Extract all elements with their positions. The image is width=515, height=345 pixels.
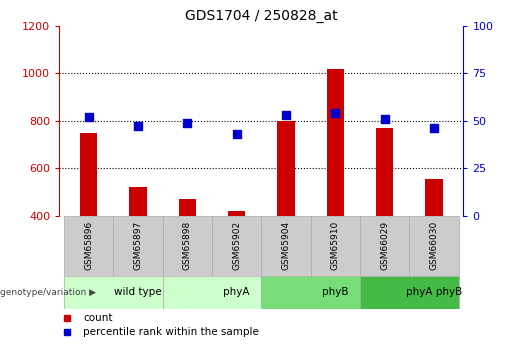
Point [134,124,142,129]
Text: GSM65904: GSM65904 [282,220,290,269]
Text: GSM66030: GSM66030 [430,220,438,270]
Bar [80,132,97,216]
Text: count: count [83,313,113,323]
Bar [64,276,163,309]
Text: GSM66029: GSM66029 [380,220,389,269]
Bar [163,276,261,309]
Bar [327,69,344,216]
Point [430,126,438,131]
Text: GSM65910: GSM65910 [331,220,340,270]
Text: phyB: phyB [322,287,349,297]
Bar [129,187,147,216]
Point [331,110,339,116]
Text: GSM65902: GSM65902 [232,220,241,269]
Bar [376,128,393,216]
Bar [113,216,163,276]
Point [233,131,241,137]
Text: wild type: wild type [114,287,162,297]
Text: GSM65897: GSM65897 [133,220,143,270]
Text: GSM65896: GSM65896 [84,220,93,270]
Point [84,114,93,120]
Text: phyA: phyA [224,287,250,297]
Bar [425,179,442,216]
Bar [163,216,212,276]
Point [381,116,389,121]
Bar [360,276,458,309]
Bar [278,121,295,216]
Text: genotype/variation ▶: genotype/variation ▶ [0,288,96,297]
Bar [228,211,245,216]
Text: percentile rank within the sample: percentile rank within the sample [83,327,260,337]
Bar [64,216,113,276]
Point [282,112,290,118]
Title: GDS1704 / 250828_at: GDS1704 / 250828_at [185,9,338,23]
Text: GSM65898: GSM65898 [183,220,192,270]
Bar [261,276,360,309]
Text: phyA phyB: phyA phyB [406,287,462,297]
Point [183,120,192,126]
Bar [311,216,360,276]
Bar [261,216,311,276]
Bar [212,216,261,276]
Bar [409,216,458,276]
Bar [360,216,409,276]
Bar [179,199,196,216]
